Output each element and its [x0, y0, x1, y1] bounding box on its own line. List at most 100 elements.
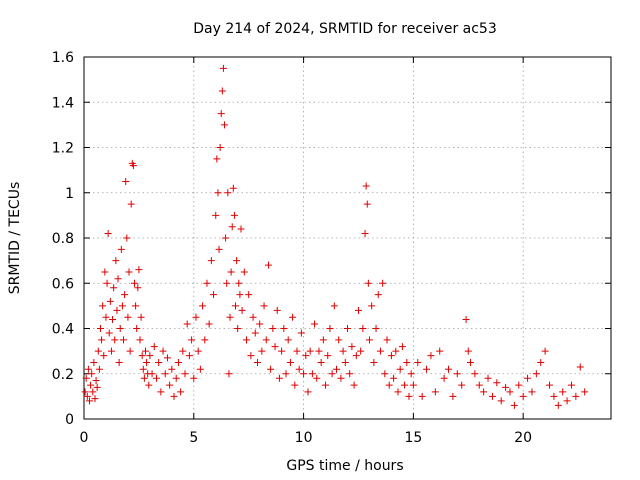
data-point — [172, 374, 180, 382]
data-point — [462, 315, 470, 323]
data-point — [94, 347, 102, 355]
data-point — [348, 343, 356, 351]
data-point — [368, 302, 376, 310]
data-point — [403, 358, 411, 366]
data-point — [506, 388, 514, 396]
data-point — [396, 365, 404, 373]
y-tick-label: 0.2 — [52, 367, 74, 383]
data-point — [282, 370, 290, 378]
data-point — [133, 325, 141, 332]
data-point — [458, 381, 466, 389]
data-point — [352, 352, 360, 360]
y-tick-label: 1.4 — [52, 95, 74, 111]
data-point — [280, 325, 288, 332]
data-point — [546, 381, 554, 389]
data-point — [100, 352, 108, 360]
data-point — [289, 313, 297, 321]
y-tick-label: 0 — [65, 412, 74, 428]
data-point — [427, 352, 435, 360]
data-point — [361, 229, 369, 237]
data-point — [341, 358, 349, 366]
data-point — [88, 370, 96, 378]
data-point — [324, 352, 332, 360]
data-point — [170, 392, 178, 400]
data-point — [383, 336, 391, 344]
data-point — [205, 320, 213, 328]
data-point — [319, 336, 327, 344]
data-point — [101, 268, 109, 276]
data-point — [127, 200, 135, 208]
data-point — [339, 347, 347, 355]
data-point — [203, 279, 211, 287]
data-point — [190, 374, 198, 382]
data-point — [219, 64, 227, 72]
data-points — [81, 64, 589, 409]
data-point — [233, 257, 241, 265]
data-point — [524, 374, 532, 382]
data-point — [161, 370, 169, 378]
data-point — [357, 347, 365, 355]
data-point — [493, 379, 501, 387]
data-point — [256, 320, 264, 328]
data-point — [148, 370, 156, 378]
data-point — [247, 352, 255, 360]
data-point — [120, 336, 128, 344]
data-point — [449, 392, 457, 400]
data-point — [385, 381, 393, 389]
data-point — [194, 347, 202, 355]
data-point — [409, 381, 417, 389]
data-point — [484, 374, 492, 382]
data-point — [177, 388, 185, 396]
data-point — [221, 121, 229, 129]
data-point — [350, 381, 358, 389]
data-point — [453, 370, 461, 378]
data-point — [330, 302, 338, 310]
data-point — [84, 365, 92, 373]
data-point — [106, 297, 114, 305]
x-axis-label: GPS time / hours — [286, 458, 403, 474]
x-tick-label: 20 — [514, 430, 532, 446]
data-point — [218, 87, 226, 95]
data-point — [471, 370, 479, 378]
data-point — [111, 336, 119, 344]
data-point — [107, 347, 115, 355]
data-point — [240, 268, 248, 276]
data-point — [418, 392, 426, 400]
data-point — [376, 347, 384, 355]
data-point — [137, 313, 145, 321]
data-point — [196, 365, 204, 373]
data-point — [262, 336, 270, 344]
data-point — [258, 347, 266, 355]
data-point — [528, 388, 536, 396]
data-point — [166, 381, 174, 389]
data-point — [237, 225, 245, 233]
data-point — [150, 343, 158, 351]
data-point — [379, 279, 387, 287]
data-point — [275, 374, 283, 382]
data-point — [155, 358, 163, 366]
data-point — [179, 347, 187, 355]
data-point — [232, 302, 240, 310]
data-point — [414, 358, 422, 366]
data-point — [89, 388, 97, 396]
data-point — [370, 358, 378, 366]
data-point — [286, 358, 294, 366]
data-point — [362, 182, 370, 190]
data-point — [464, 347, 472, 355]
data-point — [284, 336, 292, 344]
data-point — [216, 144, 224, 151]
data-point — [122, 177, 130, 185]
y-tick-label: 0.8 — [52, 231, 74, 247]
data-point — [398, 343, 406, 351]
data-point — [201, 336, 209, 344]
data-point — [315, 347, 323, 355]
data-point — [278, 347, 286, 355]
data-point — [392, 347, 400, 355]
data-point — [181, 370, 189, 378]
data-point — [537, 358, 545, 366]
data-point — [567, 381, 575, 389]
data-point — [93, 383, 101, 391]
data-point — [300, 370, 308, 378]
grid — [84, 57, 611, 419]
data-point — [554, 401, 562, 409]
